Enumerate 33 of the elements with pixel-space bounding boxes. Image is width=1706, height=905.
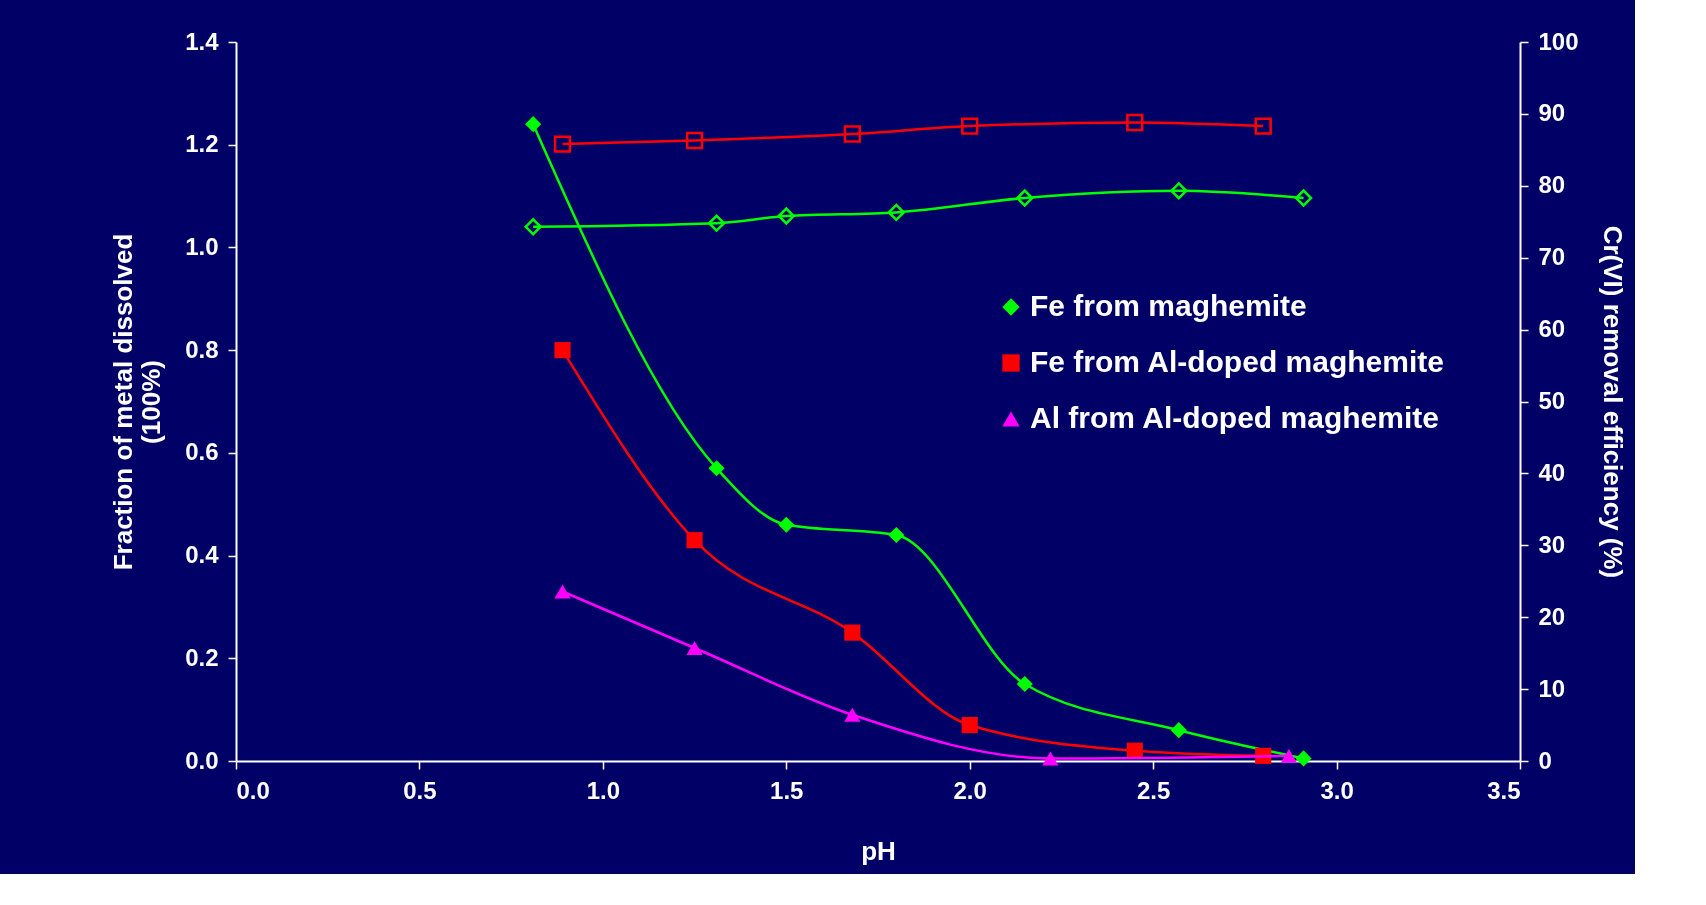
y2-tick-label: 80 — [1538, 171, 1566, 199]
legend-label: Fe from maghemite — [1030, 289, 1307, 322]
x-tick-label: 1.0 — [586, 776, 621, 804]
y2-tick-label: 90 — [1538, 99, 1566, 127]
y2-tick-label: 70 — [1538, 243, 1566, 271]
y-tick-label: 0.2 — [185, 643, 219, 671]
y2-tick-label: 10 — [1538, 674, 1566, 702]
y2-tick-label: 40 — [1538, 458, 1566, 486]
y2-tick-label: 0 — [1538, 746, 1552, 774]
y2-tick-label: 20 — [1538, 602, 1566, 630]
legend-label: Al from Al-doped maghemite — [1030, 401, 1439, 434]
y-tick-label: 1.4 — [185, 27, 220, 55]
x-tick-label: 1.5 — [770, 776, 804, 804]
x-tick-label: 2.5 — [1136, 776, 1171, 804]
y2-axis-title: Cr(VI) removal efficiency (%) — [1597, 225, 1628, 579]
x-axis-title: pH — [861, 835, 896, 866]
y-axis-title: Fraction of metal dissolved (100%) — [108, 233, 167, 571]
y2-tick-label: 100 — [1538, 27, 1579, 55]
y2-tick-label: 60 — [1538, 315, 1566, 343]
x-tick-label: 3.5 — [1487, 776, 1521, 804]
y2-tick-label: 30 — [1538, 530, 1566, 558]
legend-label: Fe from Al-doped maghemite — [1030, 345, 1444, 378]
y2-tick-label: 50 — [1538, 387, 1566, 414]
y-tick-label: 0.6 — [185, 438, 219, 466]
y-tick-label: 1.0 — [185, 232, 219, 260]
y-tick-label: 0.4 — [185, 541, 220, 569]
y-tick-label: 0.8 — [185, 335, 219, 363]
y-tick-label: 0.0 — [185, 746, 219, 774]
x-tick-label: 3.0 — [1320, 776, 1354, 804]
x-tick-label: 2.0 — [953, 776, 987, 804]
x-tick-label: 0.0 — [236, 776, 270, 804]
x-tick-label: 0.5 — [403, 776, 437, 804]
y-tick-label: 1.2 — [185, 130, 219, 158]
